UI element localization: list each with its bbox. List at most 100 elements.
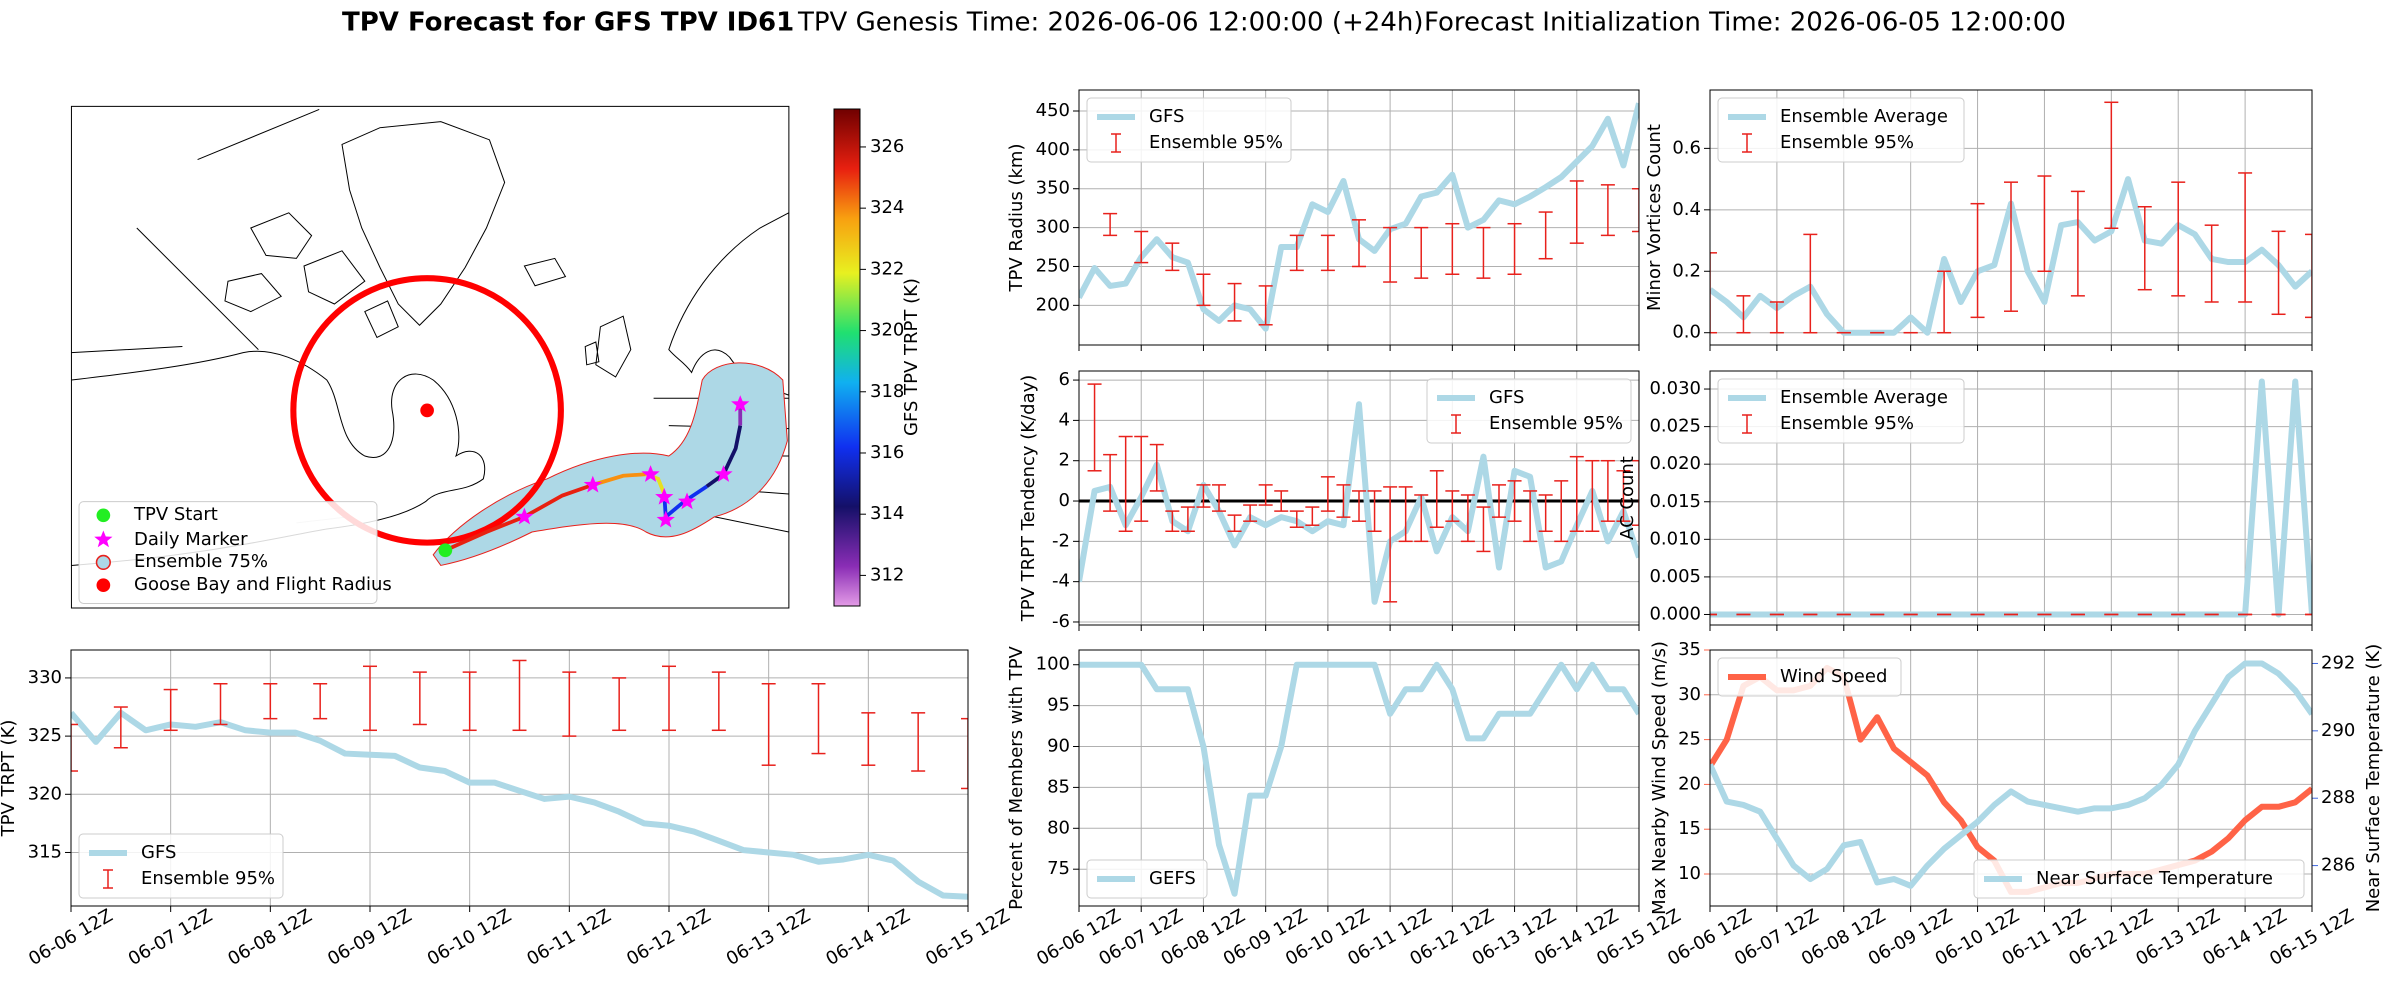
y-tick-label: 330 [28, 667, 62, 688]
y-tick-label: 30 [1678, 684, 1701, 705]
legend-label: GFS [1149, 106, 1184, 127]
legend-label: GFS [1489, 387, 1524, 408]
y2-axis-label: Near Surface Temperature (K) [2363, 644, 2384, 913]
y-axis-label: Minor Vortices Count [1644, 124, 1665, 311]
colorbar-label: GFS TPV TRPT (K) [901, 278, 922, 436]
y-tick-label: 250 [1036, 255, 1070, 276]
y-axis-label: TPV Radius (km) [1006, 144, 1027, 293]
colorbar-tick-label: 316 [870, 442, 904, 463]
y-tick-label: 0.000 [1649, 603, 1701, 624]
subtitle: TPV Genesis Time: 2026-06-06 12:00:00 (+… [797, 8, 1424, 38]
legend-box [1086, 859, 1208, 899]
y-tick-label: 75 [1047, 858, 1070, 879]
legend-box [78, 833, 284, 899]
init-time: Forecast Initialization Time: 2026-06-05… [1424, 8, 2066, 38]
series-line [1710, 664, 2312, 895]
colorbar-tick-label: 322 [870, 258, 904, 279]
y-tick-label: 10 [1678, 863, 1701, 884]
legend-label: Ensemble 95% [1780, 413, 1914, 434]
colorbar-tick-label: 320 [870, 320, 904, 341]
axes-frame [1078, 370, 1640, 626]
y-tick-label: 315 [28, 841, 62, 862]
plot-area [1710, 660, 2312, 895]
legend-label: Ensemble Average [1780, 106, 1948, 127]
legend-label: Near Surface Temperature [2036, 868, 2273, 889]
plot-area [71, 659, 968, 900]
y-tick-label: 20 [1678, 773, 1701, 794]
y-tick-label: 300 [1036, 217, 1070, 238]
y-axis-label: AC Count [1617, 456, 1638, 540]
legend-label: Ensemble 95% [141, 868, 275, 889]
plot-area [1079, 383, 1639, 605]
axes-frame [1709, 89, 2313, 346]
y-tick-label: 450 [1036, 100, 1070, 121]
x-tick-label: 06-06 12Z [25, 905, 116, 970]
legend-box [1717, 97, 1965, 163]
legend-label: Ensemble 95% [1149, 132, 1283, 153]
legend-label: Ensemble 95% [1489, 413, 1623, 434]
x-tick-label: 06-08 12Z [224, 905, 315, 970]
y-tick-label: 4 [1059, 409, 1070, 430]
y-tick-label: 0.020 [1649, 453, 1701, 474]
x-tick-label: 06-07 12Z [125, 905, 216, 970]
legend-label: Ensemble 95% [1780, 132, 1914, 153]
x-tick-label: 06-15 12Z [922, 905, 1013, 970]
y-tick-label: 0.4 [1672, 199, 1701, 220]
axes-frame [1078, 649, 1640, 907]
y-tick-label: 200 [1036, 294, 1070, 315]
y-tick-label: 0.030 [1649, 378, 1701, 399]
axes-frame [70, 649, 969, 907]
y-tick-label: 100 [1036, 654, 1070, 675]
x-tick-label: 06-12 12Z [623, 905, 714, 970]
y2-tick-label: 288 [2321, 787, 2355, 808]
y-tick-label: 0.005 [1649, 566, 1701, 587]
x-tick-label: 06-13 12Z [723, 905, 814, 970]
series-line [1079, 661, 1639, 897]
legend-label: Wind Speed [1780, 666, 1887, 687]
y-tick-label: 90 [1047, 736, 1070, 757]
plot-area [1710, 378, 2312, 618]
y-tick-label: 6 [1059, 369, 1070, 390]
y-tick-label: 2 [1059, 450, 1070, 471]
y-tick-label: 0.025 [1649, 416, 1701, 437]
axes-frame [1709, 649, 2313, 907]
y-tick-label: 320 [28, 783, 62, 804]
colorbar [833, 108, 861, 607]
y2-tick-label: 286 [2321, 855, 2355, 876]
map-legend-label: Daily Marker [134, 529, 248, 550]
y-axis-label: TPV TRPT (K) [0, 720, 19, 838]
map-legend-label: Ensemble 75% [134, 551, 268, 572]
map-legend-label: TPV Start [133, 504, 218, 525]
y-tick-label: 0.0 [1672, 322, 1701, 343]
legend-box [1426, 378, 1632, 444]
legend-box [1717, 657, 1902, 697]
y-tick-label: 35 [1678, 639, 1701, 660]
y-tick-label: -2 [1052, 530, 1070, 551]
y-tick-label: 0.010 [1649, 528, 1701, 549]
y-axis-label: Max Nearby Wind Speed (m/s) [1649, 641, 1670, 915]
plot-area [1710, 101, 2312, 336]
y-tick-label: 25 [1678, 729, 1701, 750]
legend-label: GEFS [1149, 868, 1196, 889]
y2-tick-label: 290 [2321, 720, 2355, 741]
legend-label: Ensemble Average [1780, 387, 1948, 408]
y-tick-label: 325 [28, 725, 62, 746]
colorbar-tick-label: 318 [870, 381, 904, 402]
colorbar-tick-label: 326 [870, 136, 904, 157]
colorbar-tick-label: 324 [870, 197, 904, 218]
y-tick-label: -6 [1052, 611, 1070, 632]
map [71, 106, 788, 608]
y-tick-label: 80 [1047, 817, 1070, 838]
y-tick-label: 15 [1678, 818, 1701, 839]
x-tick-label: 06-09 12Z [324, 905, 415, 970]
axes-frame [1078, 89, 1640, 346]
y-tick-label: 0.2 [1672, 260, 1701, 281]
plot-area [1079, 661, 1639, 897]
legend-box [1717, 378, 1965, 444]
y-tick-label: 400 [1036, 139, 1070, 160]
y-tick-label: 95 [1047, 695, 1070, 716]
x-tick-label: 06-14 12Z [822, 905, 913, 970]
x-tick-label: 06-10 12Z [424, 905, 515, 970]
y-tick-label: -4 [1052, 571, 1070, 592]
